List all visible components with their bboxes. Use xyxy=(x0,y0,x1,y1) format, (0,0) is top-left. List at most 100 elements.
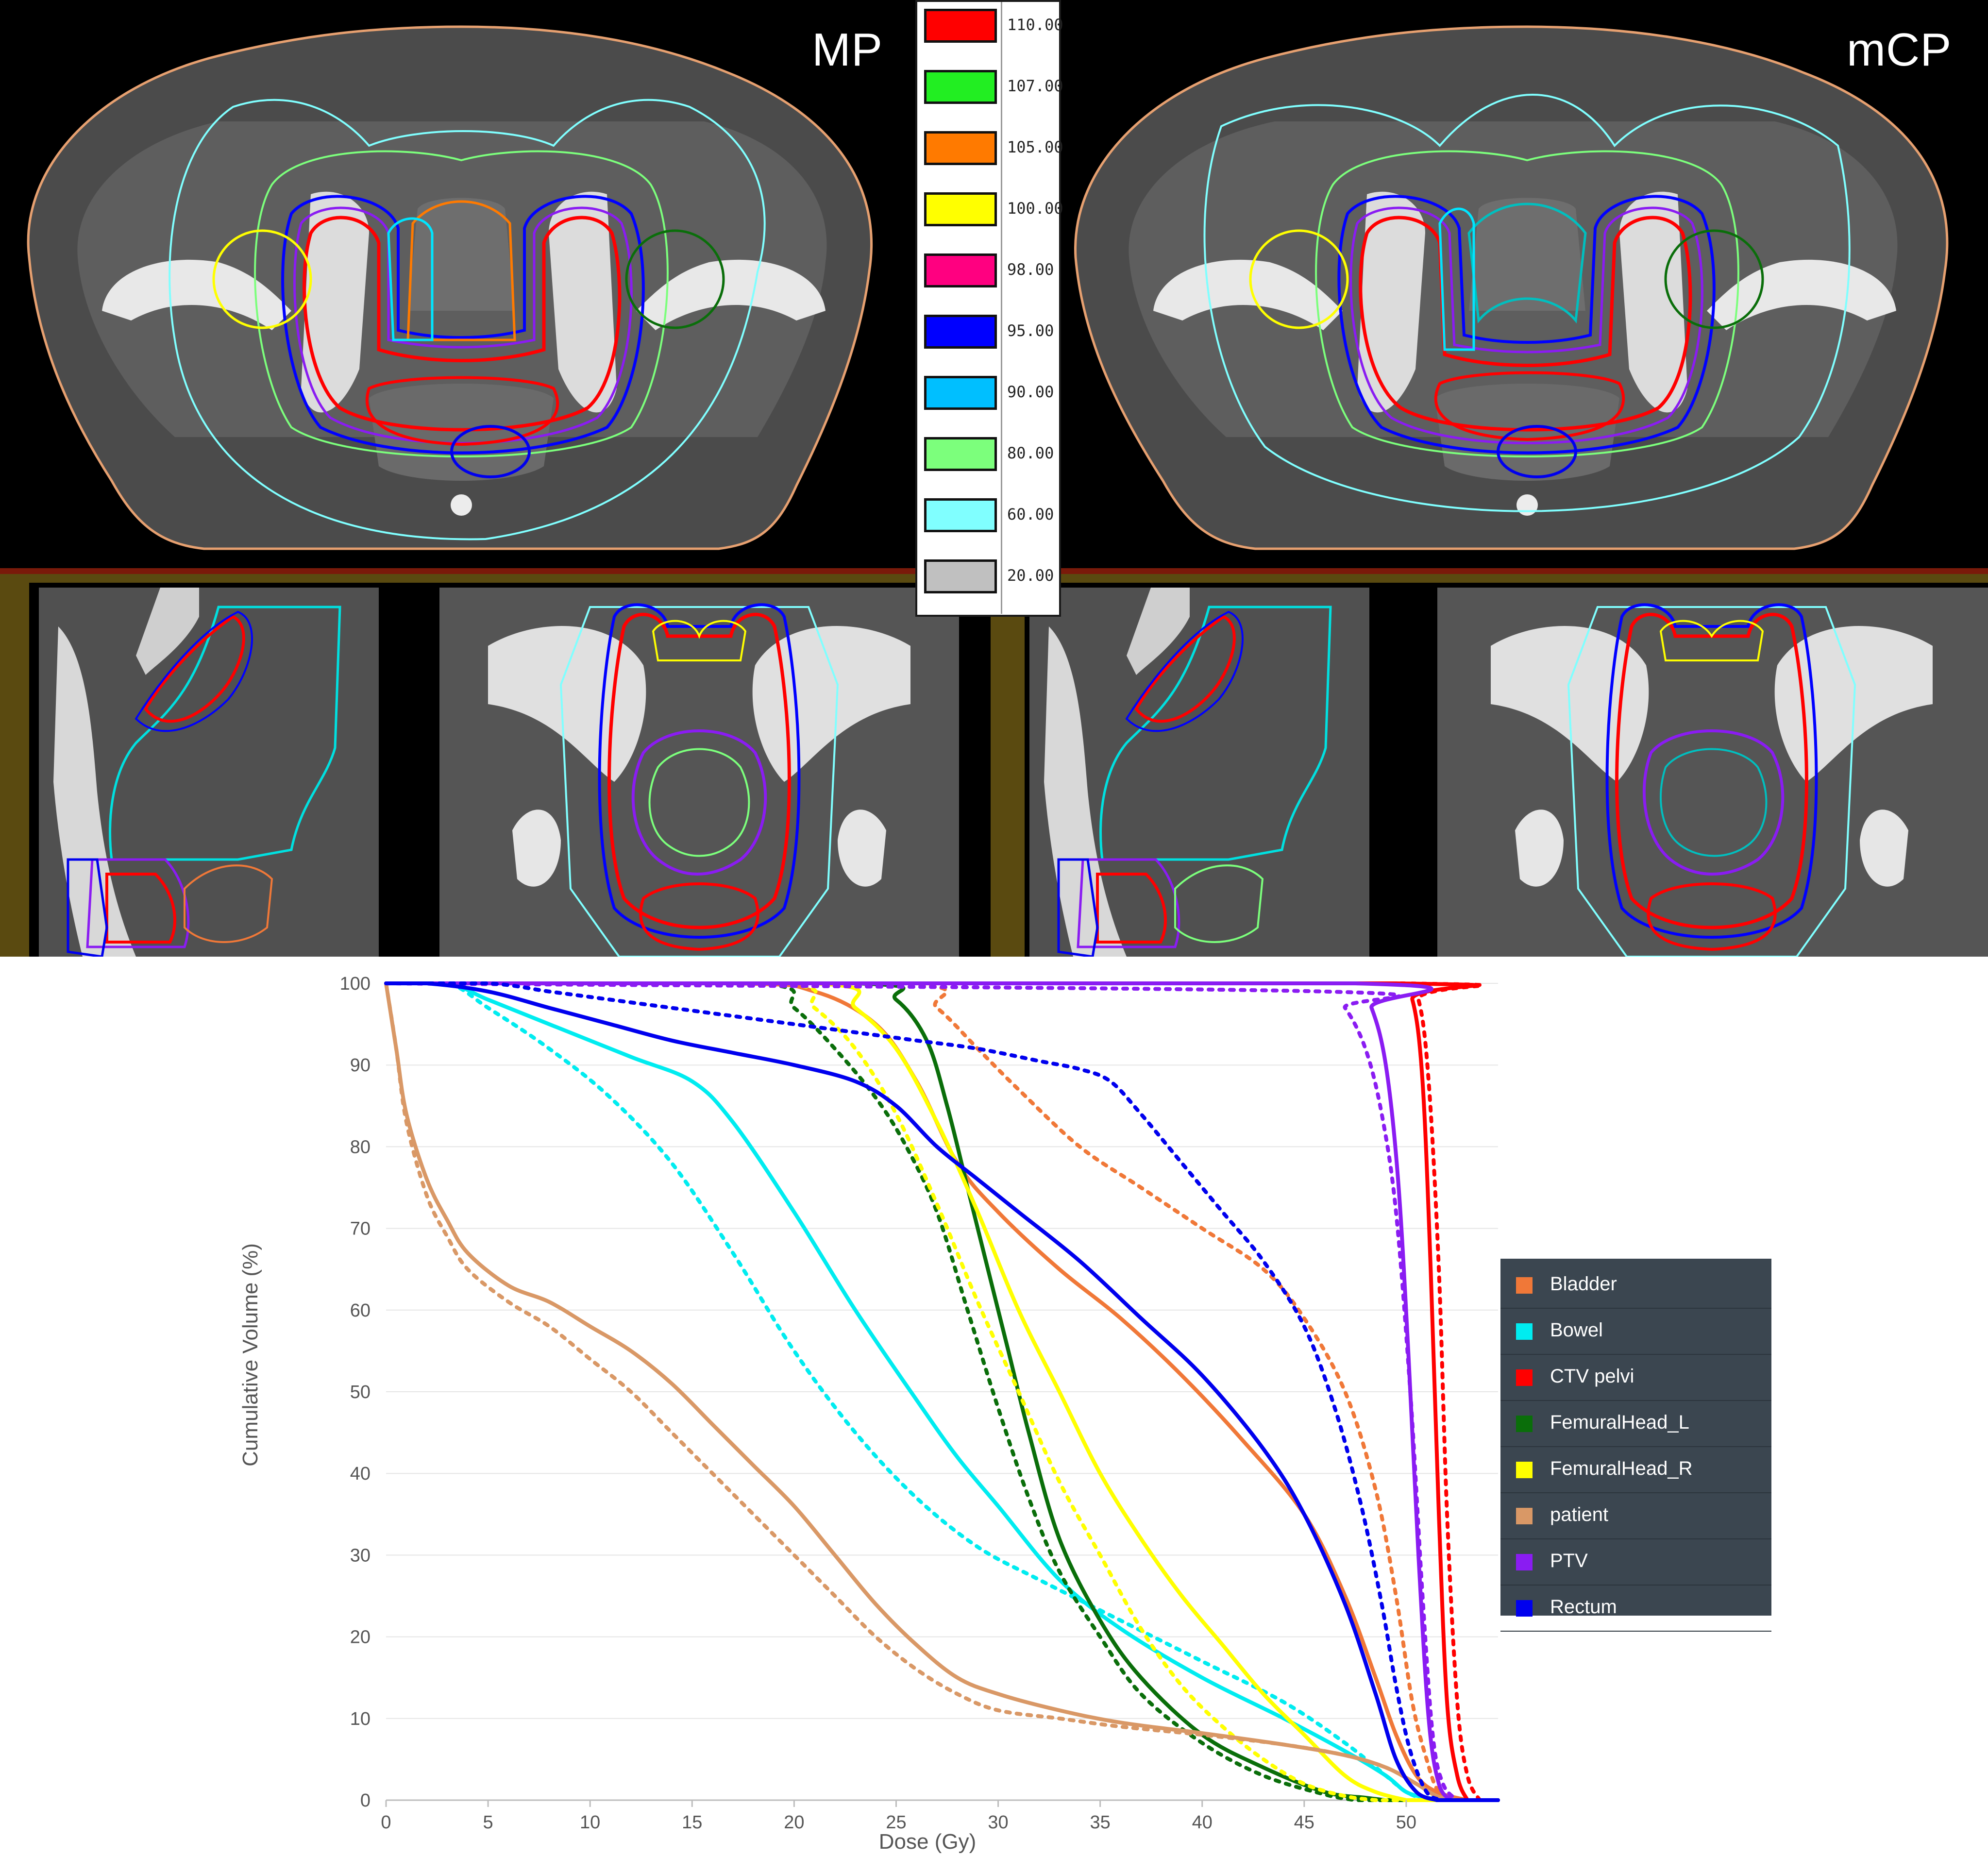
isodose-value: 100.00 xyxy=(1007,199,1063,218)
axial-view-mp[interactable]: MP xyxy=(0,0,915,568)
series-line-femuralhead-r-solid xyxy=(386,981,1498,1802)
legend-item[interactable]: Bowel xyxy=(1500,1309,1771,1355)
isodose-legend-row: 100.00 xyxy=(917,186,1063,247)
isodose-swatch xyxy=(924,192,997,226)
series-line-femuralhead-l-dotted xyxy=(384,981,1500,1802)
legend-swatch xyxy=(1516,1277,1533,1294)
chart-ticks: 0 10 20 30 40 50 60 70 80 90 100 0 5 10 15 20 25 30 35 40 45… xyxy=(340,974,1416,1833)
legend-swatch xyxy=(1516,1462,1533,1478)
isodose-separator xyxy=(1001,308,1002,369)
legend-swatch xyxy=(1516,1554,1533,1570)
y-tick-label: 10 xyxy=(350,1709,371,1729)
legend-item[interactable]: patient xyxy=(1500,1493,1771,1539)
x-tick-label: 10 xyxy=(580,1812,600,1833)
legend-label: CTV pelvi xyxy=(1550,1366,1634,1387)
sagittal-view-mcp[interactable] xyxy=(1029,588,1369,957)
isodose-separator xyxy=(1001,2,1002,63)
legend-label: PTV xyxy=(1550,1550,1588,1571)
isodose-value: 60.00 xyxy=(1007,505,1054,523)
panel-divider-band xyxy=(991,583,1025,957)
isodose-swatch xyxy=(924,376,997,410)
series-line-bladder-solid xyxy=(386,981,1498,1802)
legend-swatch xyxy=(1516,1323,1533,1340)
legend-swatch xyxy=(1516,1600,1533,1617)
legend-item[interactable]: Rectum xyxy=(1500,1586,1771,1632)
isodose-separator xyxy=(1001,63,1002,124)
isodose-legend-row: 90.00 xyxy=(917,369,1059,430)
y-tick-label: 50 xyxy=(350,1382,371,1402)
legend-item[interactable]: Bladder xyxy=(1500,1263,1771,1309)
plan-label-mcp: mCP xyxy=(1847,24,1952,76)
isodose-swatch xyxy=(924,131,997,165)
legend-swatch xyxy=(1516,1416,1533,1432)
coronal-view-mcp[interactable] xyxy=(1437,588,1988,957)
isodose-separator xyxy=(1001,124,1002,186)
x-tick-label: 45 xyxy=(1294,1812,1314,1833)
series-line-rectum-solid xyxy=(386,981,1498,1802)
isodose-value: 105.00 xyxy=(1007,138,1063,156)
legend-item[interactable]: CTV pelvi xyxy=(1500,1355,1771,1401)
isodose-separator xyxy=(1001,186,1002,247)
series-line-bowel-dotted xyxy=(384,981,1500,1802)
chart-legend: Bladder Bowel CTV pelvi FemuralHead_L Femura… xyxy=(1500,1259,1771,1632)
x-axis-title: Dose (Gy) xyxy=(879,1830,976,1854)
x-tick-label: 50 xyxy=(1396,1812,1416,1833)
legend-item[interactable]: FemuralHead_L xyxy=(1500,1401,1771,1447)
series-line-rectum-dotted xyxy=(384,981,1500,1802)
isodose-separator xyxy=(1001,247,1002,308)
isodose-swatch xyxy=(924,437,997,471)
isodose-separator xyxy=(1001,553,1002,614)
isodose-value: 95.00 xyxy=(1007,321,1054,340)
x-tick-label: 5 xyxy=(483,1812,493,1833)
legend-item[interactable]: FemuralHead_R xyxy=(1500,1447,1771,1493)
y-tick-label: 60 xyxy=(350,1300,371,1321)
series-line-ptv-dotted xyxy=(384,981,1500,1802)
isodose-legend-row: 95.00 xyxy=(917,308,1059,369)
y-tick-label: 0 xyxy=(360,1790,371,1811)
x-tick-label: 35 xyxy=(1090,1812,1111,1833)
isodose-swatch xyxy=(924,315,997,349)
x-tick-label: 20 xyxy=(784,1812,804,1833)
isodose-separator xyxy=(1001,491,1002,553)
y-tick-label: 20 xyxy=(350,1627,371,1648)
series-line-femuralhead-r-dotted xyxy=(384,981,1500,1802)
legend-swatch xyxy=(1516,1508,1533,1524)
y-axis-title: Cumulative Volume (%) xyxy=(238,1243,262,1467)
isodose-swatch xyxy=(924,70,997,104)
legend-label: FemuralHead_R xyxy=(1550,1458,1693,1479)
y-tick-label: 80 xyxy=(350,1137,371,1157)
isodose-value: 80.00 xyxy=(1007,444,1054,462)
y-tick-label: 90 xyxy=(350,1055,371,1076)
series-line-bladder-dotted xyxy=(384,981,1500,1802)
dvh-chart: 0 10 20 30 40 50 60 70 80 90 100 0 5 10 15 20 25 30 35 40 45… xyxy=(238,974,1500,1854)
isodose-legend-row: 80.00 xyxy=(917,430,1059,491)
legend-label: FemuralHead_L xyxy=(1550,1412,1689,1433)
legend-item[interactable]: PTV xyxy=(1500,1539,1771,1586)
x-tick-label: 30 xyxy=(988,1812,1008,1833)
isodose-value: 110.00 xyxy=(1007,16,1063,34)
sagittal-view-mp[interactable] xyxy=(39,588,379,957)
isodose-value: 107.00 xyxy=(1007,77,1063,95)
isodose-swatch xyxy=(924,498,997,532)
axial-view-mcp[interactable]: mCP xyxy=(1061,0,1988,568)
series-line-bowel-solid xyxy=(386,981,1498,1802)
legend-label: Bowel xyxy=(1550,1319,1603,1341)
isodose-swatch xyxy=(924,9,997,43)
isodose-legend-row: 20.00 xyxy=(917,553,1059,614)
isodose-separator xyxy=(1001,430,1002,491)
isodose-legend-row: 105.00 xyxy=(917,124,1063,186)
series-line-patient-dotted xyxy=(384,981,1500,1802)
series-line-ptv-solid xyxy=(386,981,1498,1802)
coronal-view-mp[interactable] xyxy=(439,588,959,957)
isodose-legend-row: 60.00 xyxy=(917,491,1059,553)
isodose-value: 90.00 xyxy=(1007,383,1054,401)
y-tick-label: 40 xyxy=(350,1464,371,1484)
isodose-swatch xyxy=(924,253,997,287)
x-tick-label: 25 xyxy=(886,1812,906,1833)
chart-gridlines xyxy=(386,983,1498,1801)
isodose-swatch xyxy=(924,559,997,593)
legend-label: patient xyxy=(1550,1504,1609,1525)
x-tick-label: 15 xyxy=(682,1812,702,1833)
isodose-value: 20.00 xyxy=(1007,566,1054,585)
isodose-legend: 110.00 107.00 105.00 100.00 98.00 95.00 90.00 8… xyxy=(915,0,1063,617)
